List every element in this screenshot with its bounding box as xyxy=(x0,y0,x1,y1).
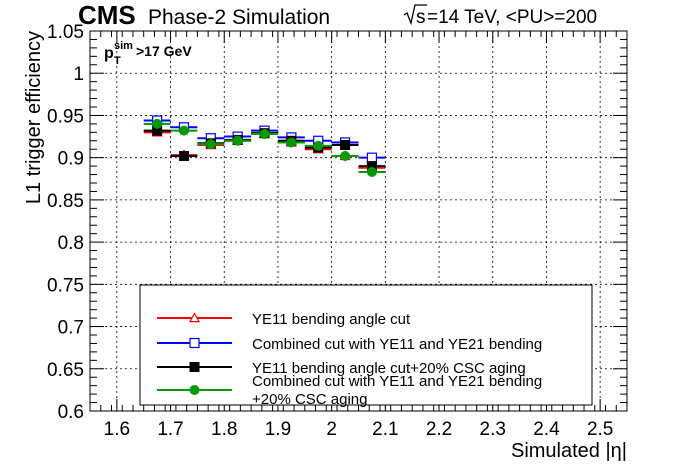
data-point xyxy=(178,125,189,136)
energy-text: =14 TeV, <PU>=200 xyxy=(427,7,597,28)
data-point xyxy=(340,150,351,161)
y-tick-label: 0.7 xyxy=(58,318,84,339)
y-tick-label: 0.8 xyxy=(58,233,84,254)
y-tick-label: 1.05 xyxy=(47,22,84,43)
energy-label: s =14 TeV, <PU>=200 xyxy=(403,4,597,28)
pt-p: p xyxy=(104,45,114,62)
legend-label: YE11 bending angle cut+20% CSC aging xyxy=(252,360,526,377)
y-tick-label: 0.6 xyxy=(58,402,84,423)
y-tick-label: 0.65 xyxy=(47,360,84,381)
pt-sup: sim xyxy=(114,40,133,52)
legend-label: YE11 bending angle cut xyxy=(252,311,411,328)
energy-sqrt-s: s xyxy=(416,7,426,28)
x-tick-label: 1.6 xyxy=(104,419,130,440)
phase2-label: Phase-2 Simulation xyxy=(148,6,330,29)
data-point xyxy=(259,129,270,140)
series-4 xyxy=(143,118,386,178)
legend-label: Combined cut with YE11 and YE21 bending xyxy=(252,373,542,390)
pt-cut-label: p sim T >17 GeV xyxy=(104,40,192,67)
data-point xyxy=(178,150,189,161)
x-tick-label: 1.9 xyxy=(265,419,291,440)
y-tick-label: 1 xyxy=(73,64,84,85)
data-point xyxy=(286,137,297,148)
pt-sub: T xyxy=(114,55,121,67)
x-tick-label: 2.3 xyxy=(480,419,506,440)
data-point xyxy=(232,135,243,146)
data-point xyxy=(313,140,324,151)
legend-marker xyxy=(189,337,200,349)
data-point xyxy=(366,167,377,178)
data-point xyxy=(340,140,351,150)
legend: YE11 bending angle cut Combined cut with … xyxy=(139,284,593,408)
x-axis-title: Simulated |η| xyxy=(511,440,627,462)
y-tick-label: 0.75 xyxy=(47,275,84,296)
x-tick-label: 2.1 xyxy=(372,419,398,440)
y-tick-label: 0.9 xyxy=(58,149,84,170)
x-tick-label: 2.4 xyxy=(533,419,560,440)
legend-entry-4: Combined cut with YE11 and YE21 bending+… xyxy=(157,373,542,408)
legend-marker xyxy=(189,385,200,395)
x-tick-label: 2.5 xyxy=(587,419,613,440)
legend-items: YE11 bending angle cut Combined cut with … xyxy=(157,311,542,408)
x-tick-label: 1.7 xyxy=(157,419,183,440)
data-series xyxy=(143,115,386,178)
sqrt-symbol xyxy=(403,4,427,26)
legend-box xyxy=(139,284,593,406)
legend-marker xyxy=(188,312,201,323)
x-tick-label: 2 xyxy=(326,419,337,440)
data-point xyxy=(152,118,163,129)
x-tick-label: 1.8 xyxy=(211,419,237,440)
x-tick-label: 2.2 xyxy=(426,419,452,440)
legend-entry-2: Combined cut with YE11 and YE21 bending xyxy=(157,336,542,353)
data-point xyxy=(366,152,378,163)
legend-entry-1: YE11 bending angle cut xyxy=(157,311,411,328)
axes: 1.6 1.7 1.8 1.9 2 2.1 2.2 2.3 2.4 2.5 0.6 0.65 0.7 0.… xyxy=(47,22,628,440)
y-axis-title: L1 trigger efficiency xyxy=(23,31,45,204)
pt-rest: >17 GeV xyxy=(136,43,192,59)
legend-entry-3: YE11 bending angle cut+20% CSC aging xyxy=(157,360,526,377)
legend-label: Combined cut with YE11 and YE21 bending xyxy=(252,336,542,353)
legend-label: +20% CSC aging xyxy=(252,391,368,408)
legend-marker xyxy=(189,362,200,372)
y-tick-label: 0.85 xyxy=(47,191,84,212)
data-point xyxy=(205,139,216,150)
cms-label: CMS xyxy=(78,0,136,30)
y-tick-label: 0.95 xyxy=(47,106,84,127)
